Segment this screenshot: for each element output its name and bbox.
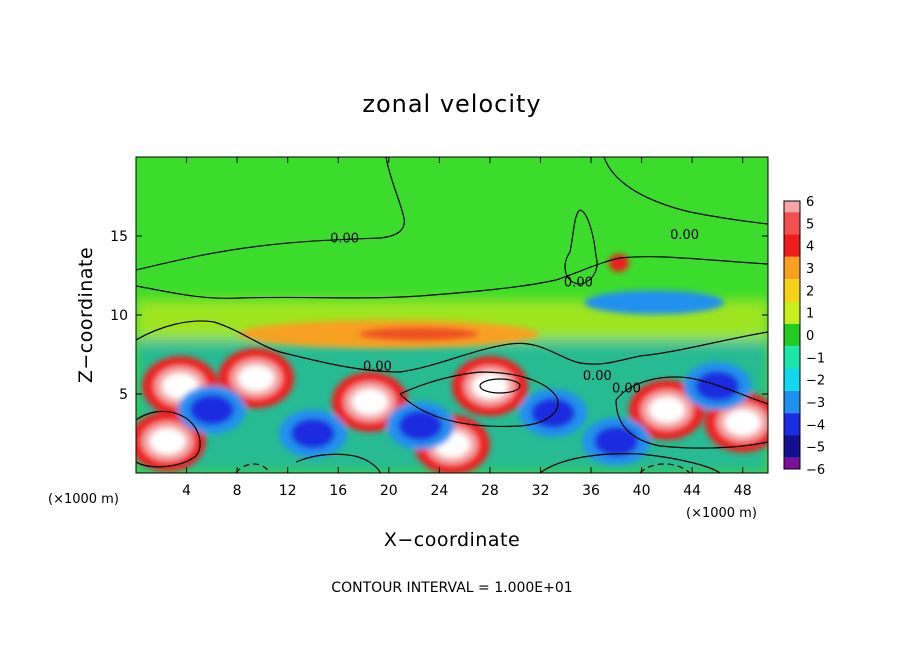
x-tick-label: 28 — [481, 483, 499, 499]
colorbar-frame — [783, 200, 801, 470]
x-tick-label: 24 — [430, 483, 448, 499]
colorbar-tick-label: −3 — [806, 396, 825, 411]
positive-anomaly-core — [238, 365, 275, 392]
colorbar-swatch — [784, 256, 800, 280]
x-tick-label: 48 — [734, 483, 752, 499]
contour-line — [479, 378, 521, 394]
x-tick-label: 40 — [633, 483, 651, 499]
colorbar-swatch — [784, 413, 800, 436]
z-unit-label: (×1000 m) — [48, 492, 119, 507]
positive-anomaly-core — [471, 373, 508, 400]
colorbar-tick-label: −6 — [806, 463, 825, 478]
contour-line — [399, 371, 559, 428]
x-tick-label: 36 — [582, 483, 600, 499]
colorbar-swatch — [784, 368, 800, 391]
x-tick-label: 16 — [329, 483, 347, 499]
contour-line — [615, 376, 768, 449]
colorbar-swatch — [784, 323, 800, 347]
negative-anomaly-core — [290, 418, 335, 449]
y-tick-label: 5 — [119, 387, 128, 403]
colorbar-swatch — [784, 457, 800, 469]
zero-contours — [136, 157, 768, 473]
contour-line — [235, 463, 271, 473]
contour-label: 0.00 — [330, 231, 359, 246]
colorbar-swatch — [784, 301, 800, 324]
colorbar-tick-label: 1 — [806, 307, 814, 322]
colorbar-tick-label: −5 — [806, 441, 825, 456]
x-tick-label: 20 — [380, 483, 398, 499]
negative-anomaly-core — [398, 410, 443, 441]
colorbar-tick-label: 0 — [806, 329, 814, 344]
x-tick-label: 4 — [182, 483, 191, 499]
positive-anomaly-core — [648, 396, 685, 423]
positive-anomaly-core — [351, 388, 388, 415]
colorbar-tick-label: −2 — [806, 374, 825, 389]
colorbar-tick-label: 2 — [806, 284, 814, 299]
x-tick-label: 44 — [683, 483, 701, 499]
colorbar-tick-label: −4 — [806, 418, 825, 433]
positive-spot — [608, 253, 629, 272]
contour-line — [136, 410, 201, 468]
negative-anomaly-core — [594, 426, 639, 457]
y-axis-ticks: 5 10 15 — [110, 229, 768, 403]
positive-anomaly-core — [724, 409, 761, 436]
contour-label: 0.00 — [612, 381, 641, 396]
contour-label: 0.00 — [670, 228, 699, 243]
colorbar-tick-label: 5 — [806, 217, 814, 232]
x-tick-label: 8 — [233, 483, 242, 499]
colorbar-tick-label: 6 — [806, 195, 814, 210]
x-axis-ticks: 4 8 12 16 20 24 28 32 36 40 44 48 — [182, 157, 752, 499]
chart-title: zonal velocity — [362, 90, 541, 118]
colorbar: 6 5 4 3 2 1 0 −1 −2 −3 −4 −5 −6 — [783, 195, 825, 478]
negative-anomaly-core — [531, 397, 576, 428]
contour-line — [539, 453, 721, 473]
negative-anomaly-core — [189, 394, 234, 425]
colorbar-swatch — [784, 346, 800, 369]
colorbar-swatch — [784, 279, 800, 302]
contour-line — [136, 157, 405, 271]
y-axis-title: Z−coordinate — [75, 247, 97, 383]
positive-anomaly-core — [149, 428, 186, 455]
contour-label: 0.00 — [363, 359, 392, 374]
x-tick-label: 32 — [532, 483, 550, 499]
contour-line — [564, 209, 598, 285]
contour-line — [136, 320, 768, 373]
x-tick-label: 12 — [279, 483, 297, 499]
contour-line — [603, 157, 768, 225]
contour-line — [136, 256, 768, 299]
contour-interval-label: CONTOUR INTERVAL = 1.000E+01 — [331, 580, 572, 596]
colorbar-tick-label: 4 — [806, 240, 814, 255]
x-axis-title: X−coordinate — [384, 529, 520, 551]
positive-band-core — [358, 326, 479, 341]
field-features — [136, 253, 768, 473]
contour-line — [639, 463, 691, 473]
contour-label: 0.00 — [564, 276, 593, 291]
plot-area: 0.00 0.000.000.000.000.00 — [136, 157, 768, 473]
negative-band — [584, 290, 725, 315]
contour-label: 0.00 — [583, 369, 612, 384]
colorbar-swatch — [784, 201, 800, 213]
colorbar-swatch — [784, 390, 800, 414]
colorbar-tick-label: −1 — [806, 351, 825, 366]
y-tick-label: 15 — [110, 229, 128, 245]
contour-line — [295, 453, 381, 473]
y-tick-label: 10 — [110, 308, 128, 324]
colorbar-swatch — [784, 234, 800, 257]
colorbar-swatch — [784, 435, 800, 458]
x-unit-label: (×1000 m) — [686, 506, 757, 521]
contour-labels: 0.00 0.000.000.000.000.00 — [330, 228, 699, 396]
colorbar-tick-label: 3 — [806, 262, 814, 277]
colorbar-swatch — [784, 212, 800, 235]
